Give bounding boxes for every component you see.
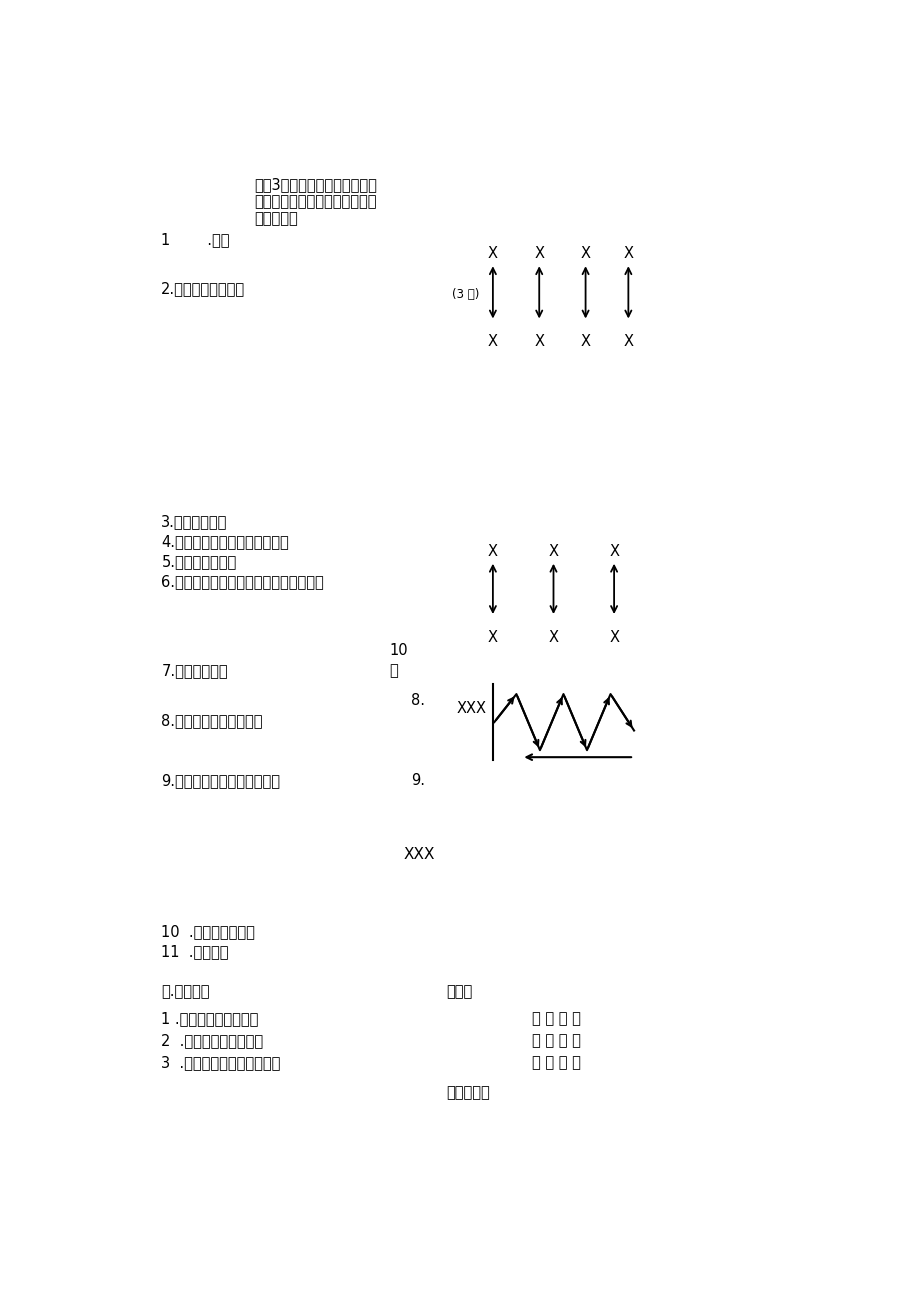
Text: X: X — [487, 630, 497, 645]
Text: (3 米): (3 米) — [451, 288, 479, 301]
Text: X: X — [548, 544, 558, 559]
Text: 1 .集体整队、放松整理: 1 .集体整队、放松整理 — [161, 1011, 258, 1025]
Text: 2  .小结本课、布置作业: 2 .小结本课、布置作业 — [161, 1033, 263, 1047]
Text: X: X — [608, 630, 618, 645]
Text: X: X — [580, 246, 590, 262]
Text: 要。3、高校体育是丰富大学生: 要。3、高校体育是丰富大学生 — [254, 177, 377, 193]
Text: X: X — [487, 246, 497, 262]
Text: 8.折线运球练习（如图）: 8.折线运球练习（如图） — [161, 713, 263, 729]
Text: 11  .教学比赛: 11 .教学比赛 — [161, 945, 229, 960]
Text: 8.: 8. — [411, 693, 425, 708]
Text: 队形：: 队形： — [446, 985, 472, 999]
Text: 1        .颠球: 1 .颠球 — [161, 233, 230, 247]
Text: X: X — [487, 334, 497, 350]
Text: X: X — [623, 246, 632, 262]
Text: 分: 分 — [389, 664, 398, 678]
Text: 10: 10 — [389, 643, 408, 658]
Text: 3.脚内侧踢停球: 3.脚内侧踢停球 — [161, 514, 228, 528]
Text: XXX: XXX — [456, 701, 486, 716]
Text: 5.胸背内侧踢停球: 5.胸背内侧踢停球 — [161, 554, 236, 569]
Text: XXX: XXX — [403, 847, 435, 863]
Text: X: X — [608, 544, 618, 559]
Text: 9.: 9. — [411, 773, 425, 788]
Text: X: X — [534, 246, 544, 262]
Text: 6.两人一组脚背内侧踢运球练习（如图）: 6.两人一组脚背内侧踢运球练习（如图） — [161, 574, 323, 589]
Text: 要求：快、: 要求：快、 — [446, 1085, 490, 1099]
Text: X: X — [548, 630, 558, 645]
Text: 课余文化生活，建设校园精神文: 课余文化生活，建设校园精神文 — [254, 194, 376, 209]
Text: X: X — [534, 334, 544, 350]
Text: 4.各种停球练习：（一掷一停）: 4.各种停球练习：（一掷一停） — [161, 533, 289, 549]
Text: X: X — [487, 544, 497, 559]
Text: 明的需要。: 明的需要。 — [254, 211, 298, 226]
Text: X: X — [580, 334, 590, 350]
Text: ＊ ＊ ＊ ＊: ＊ ＊ ＊ ＊ — [531, 1011, 581, 1025]
Text: 9.运球过杆射门练习（如图）: 9.运球过杆射门练习（如图） — [161, 773, 280, 788]
Text: 2.头球练习（如图）: 2.头球练习（如图） — [161, 281, 245, 297]
Text: X: X — [623, 334, 632, 350]
Text: 四.结束内容: 四.结束内容 — [161, 985, 210, 999]
Text: 7.直线运球练习: 7.直线运球练习 — [161, 664, 228, 678]
Text: 3  .组织收拾器材、宣布下课: 3 .组织收拾器材、宣布下课 — [161, 1055, 280, 1069]
Text: ＊ ＊ ＊ ＊: ＊ ＊ ＊ ＊ — [531, 1055, 581, 1069]
Text: ＊ ＊ ＊ ＊: ＊ ＊ ＊ ＊ — [531, 1033, 581, 1047]
Text: 10  .规则裁判法讲解: 10 .规则裁判法讲解 — [161, 925, 255, 939]
